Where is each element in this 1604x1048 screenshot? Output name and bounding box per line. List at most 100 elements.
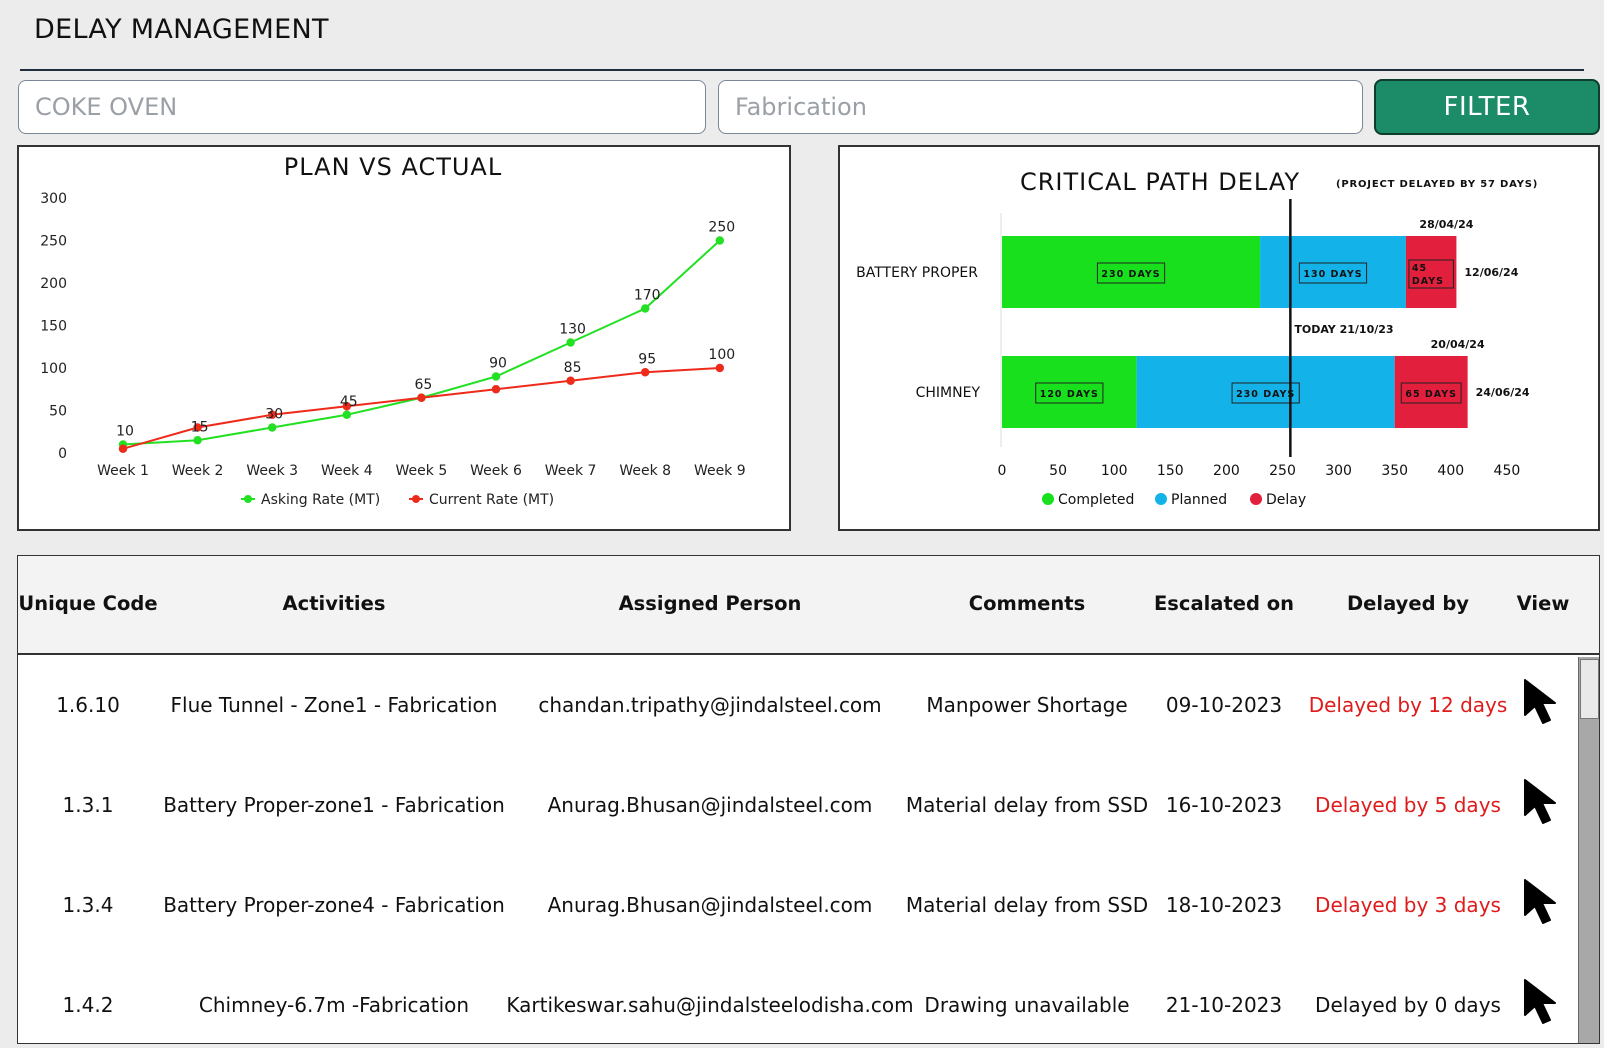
data-label: 250 [708, 220, 735, 236]
data-label: 65 [414, 377, 432, 393]
view-pointer-icon[interactable] [1521, 977, 1569, 1029]
y-tick-label: 0 [58, 446, 67, 462]
view-pointer-icon[interactable] [1521, 877, 1569, 929]
bar-label-box [1298, 262, 1368, 284]
bar-segment [1002, 236, 1261, 308]
activity-cell: Chimney-6.7m -Fabrication [198, 993, 470, 1017]
legend-label: Asking Rate (MT) [261, 492, 380, 508]
data-label: 95 [638, 351, 656, 367]
table-row[interactable]: 1.6.10 Flue Tunnel - Zone1 - Fabrication c… [18, 657, 1578, 757]
legend-swatch [412, 495, 420, 503]
delayed-by-cell: Delayed by 12 days [1308, 693, 1508, 717]
x-tick-label: Week 6 [470, 463, 522, 479]
x-tick-label: 150 [1157, 463, 1184, 479]
unique-code-cell: 1.3.1 [62, 793, 114, 817]
date-label-top: 20/04/24 [1431, 338, 1485, 351]
title-divider [20, 69, 1584, 71]
delay-table: Unique Code Activities Assigned Person Comm… [17, 555, 1600, 1044]
x-tick-label: 100 [1101, 463, 1128, 479]
activity-cell: Battery Proper-zone1 - Fabrication [163, 793, 505, 817]
column-header-view: View [1516, 592, 1570, 615]
bar-label: 230 DAYS [1236, 389, 1295, 400]
legend-label: Completed [1058, 492, 1134, 508]
column-header-delayed-by: Delayed by [1346, 592, 1470, 615]
x-tick-label: 400 [1437, 463, 1464, 479]
y-tick-label: 300 [40, 191, 67, 207]
x-tick-label: 250 [1269, 463, 1296, 479]
x-tick-label: 300 [1325, 463, 1352, 479]
x-tick-label: 350 [1381, 463, 1408, 479]
unique-code-cell: 1.4.2 [62, 993, 114, 1017]
plan-vs-actual-chart: PLAN VS ACTUAL 0 50 100 150 200 250 300 Week 1 We… [40, 153, 746, 508]
column-header-comments: Comments [968, 592, 1086, 615]
table-row[interactable]: 1.3.4 Battery Proper-zone4 - Fabrication A… [18, 857, 1578, 957]
comment-cell: Drawing unavailable [924, 993, 1130, 1017]
x-tick-label: Week 9 [694, 463, 746, 479]
x-tick-label: 0 [998, 463, 1007, 479]
table-row[interactable]: 1.4.2 Chimney-6.7m -Fabrication Kartikeswa… [18, 957, 1578, 1048]
filter-button[interactable]: FILTER [1374, 79, 1600, 135]
data-point [268, 423, 277, 432]
bar-label: 120 DAYS [1040, 389, 1099, 400]
table-row[interactable]: 1.3.1 Battery Proper-zone1 - Fabrication A… [18, 757, 1578, 857]
comment-cell: Manpower Shortage [926, 693, 1128, 717]
x-tick-label: 200 [1213, 463, 1240, 479]
data-label: 90 [489, 356, 507, 372]
escalated-on-cell: 16-10-2023 [1165, 793, 1283, 817]
column-header-unique-code: Unique Code [18, 592, 158, 615]
y-tick-label: 100 [40, 361, 67, 377]
assigned-person-cell: Anurag.Bhusan@jindalsteel.com [547, 793, 873, 817]
assigned-person-cell: Anurag.Bhusan@jindalsteel.com [547, 893, 873, 917]
page-title: DELAY MANAGEMENT [34, 14, 329, 45]
bar-segment [1260, 236, 1406, 308]
data-label: 45 [340, 394, 358, 410]
table-scrollbar[interactable] [1578, 657, 1599, 1043]
comment-cell: Material delay from SSD [905, 893, 1149, 917]
bar-label-box [1231, 382, 1300, 404]
bar-segment [1394, 356, 1468, 428]
legend-swatch [1042, 493, 1054, 505]
x-tick-label: 450 [1494, 463, 1521, 479]
bar-label: 230 DAYS [1101, 269, 1160, 280]
data-point [641, 368, 650, 377]
data-point [193, 423, 202, 432]
bar-label: 130 DAYS [1303, 269, 1362, 280]
column-header-activities: Activities [282, 592, 386, 615]
view-pointer-icon[interactable] [1521, 777, 1569, 829]
plan-vs-actual-panel: PLAN VS ACTUAL 0 50 100 150 200 250 300 Week 1 We… [17, 145, 791, 531]
activity-filter-input[interactable] [718, 80, 1363, 134]
date-label-top: 28/04/24 [1419, 218, 1473, 231]
data-label: 100 [708, 347, 735, 363]
view-pointer-icon[interactable] [1521, 677, 1569, 729]
bar-segment [1002, 356, 1137, 428]
bar-label: 45 [1412, 263, 1427, 274]
comment-cell: Material delay from SSD [905, 793, 1149, 817]
category-filter-input[interactable] [18, 80, 706, 134]
bar-label-box [1400, 382, 1462, 404]
data-point [491, 385, 501, 394]
data-label: 85 [564, 360, 582, 376]
escalated-on-cell: 09-10-2023 [1165, 693, 1283, 717]
legend-label: Current Rate (MT) [429, 492, 554, 508]
bar-label-box [1408, 259, 1454, 289]
legend-swatch [244, 495, 252, 503]
legend-swatch [1250, 493, 1262, 505]
y-tick-label: 250 [40, 234, 67, 250]
activity-cell: Battery Proper-zone4 - Fabrication [163, 893, 505, 917]
y-tick-label: 50 [49, 404, 67, 420]
bar-label-box [1035, 382, 1104, 404]
unique-code-cell: 1.6.10 [56, 693, 120, 717]
scrollbar-thumb[interactable] [1580, 659, 1599, 719]
bar-label: DAYS [1412, 276, 1444, 287]
x-tick-label: 50 [1049, 463, 1067, 479]
x-tick-label: Week 7 [545, 463, 597, 479]
bar-label-box [1096, 262, 1166, 284]
delayed-by-cell: Delayed by 5 days [1315, 793, 1501, 817]
bar-label: 65 DAYS [1405, 389, 1457, 400]
column-header-escalated-on: Escalated on [1153, 592, 1295, 615]
date-label-end: 12/06/24 [1464, 266, 1518, 279]
data-point [193, 436, 202, 445]
data-label: 170 [634, 288, 661, 304]
chart-subtitle: (PROJECT DELAYED BY 57 DAYS) [1336, 179, 1538, 190]
data-point [715, 236, 724, 245]
